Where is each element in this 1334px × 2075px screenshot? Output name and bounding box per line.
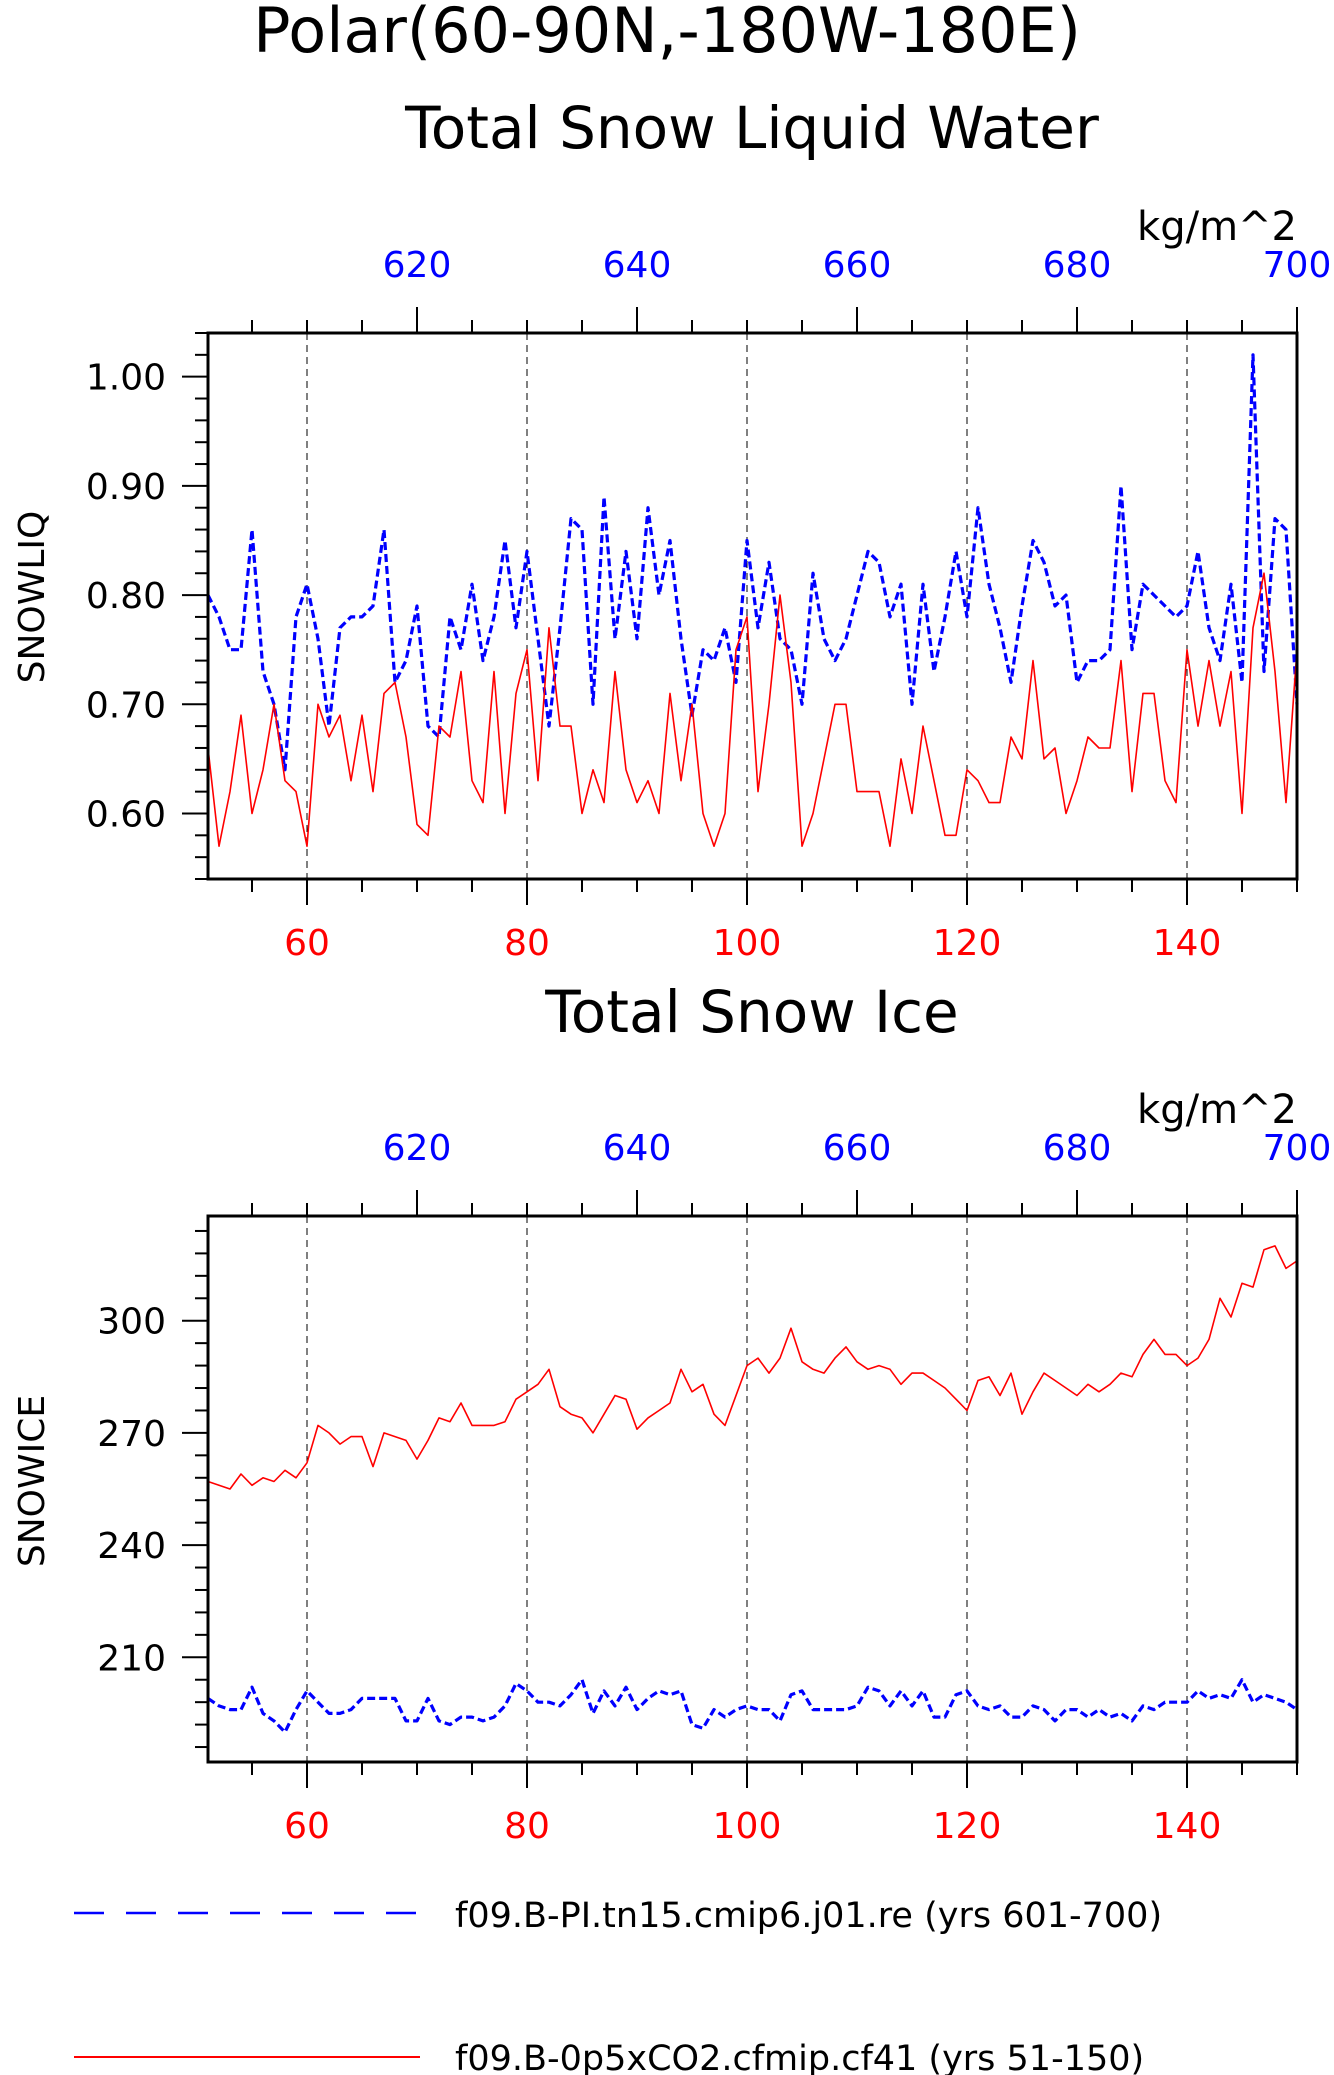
- top-axis-tick-labels: 620 640 660 680 700: [383, 1128, 1332, 1169]
- bottom-tick-label: 100: [713, 1806, 782, 1847]
- top-tick-label: 680: [1043, 1128, 1112, 1169]
- legend-label: f09.B-0p5xCO2.cfmip.cf41 (yrs 51-150): [455, 2039, 1144, 2075]
- bottom-tick-label: 80: [504, 1806, 550, 1847]
- bottom-tick-label: 60: [284, 923, 330, 964]
- series-lines: [207, 1245, 1298, 1734]
- series-line-blue-dashed: [206, 353, 1299, 772]
- y-tick-label: 0.80: [86, 576, 166, 617]
- top-axis-units: kg/m^2: [1137, 204, 1297, 250]
- legend-label: f09.B-PI.tn15.cmip6.j01.re (yrs 601-700): [455, 1896, 1162, 1936]
- top-tick-label: 660: [823, 1128, 892, 1169]
- snowice-panel: Total Snow Ice kg/m^2 SNOWICE 210 240 270 3…: [12, 978, 1331, 1847]
- top-tick-label: 680: [1043, 245, 1112, 286]
- figure-title: Polar(60-90N,-180W-180E): [253, 0, 1081, 67]
- top-tick-label: 640: [603, 1128, 672, 1169]
- top-axis-tick-labels: 620 640 660 680 700: [383, 245, 1332, 286]
- y-tick-label: 240: [97, 1526, 166, 1567]
- plot-frame: [206, 331, 1299, 881]
- vertical-gridlines: [306, 333, 1188, 879]
- bottom-tick-label: 120: [933, 923, 1002, 964]
- legend: f09.B-PI.tn15.cmip6.j01.re (yrs 601-700)…: [74, 1896, 1162, 2075]
- y-tick-labels: 0.60 0.70 0.80 0.90 1.00: [86, 358, 166, 836]
- series-lines: [206, 353, 1299, 848]
- y-tick-labels: 210 240 270 300: [97, 1302, 166, 1680]
- snowliq-panel: Total Snow Liquid Water kg/m^2 SNOWLIQ 0…: [12, 94, 1331, 964]
- vertical-gridlines: [306, 1216, 1188, 1762]
- bottom-tick-label: 140: [1153, 923, 1222, 964]
- top-tick-label: 620: [383, 245, 452, 286]
- bottom-tick-label: 80: [504, 923, 550, 964]
- y-tick-label: 210: [97, 1638, 166, 1679]
- panel-title: Total Snow Ice: [544, 978, 959, 1046]
- bottom-tick-label: 100: [713, 923, 782, 964]
- top-axis-units: kg/m^2: [1137, 1087, 1297, 1133]
- y-axis-label: SNOWLIQ: [12, 511, 53, 684]
- series-line-red-solid: [207, 1245, 1298, 1490]
- y-tick-label: 300: [97, 1302, 166, 1343]
- y-tick-label: 0.70: [86, 685, 166, 726]
- top-tick-label: 660: [823, 245, 892, 286]
- bottom-tick-label: 140: [1153, 1806, 1222, 1847]
- axis-ticks: [182, 1190, 1298, 1788]
- plot-frame: [206, 1214, 1299, 1764]
- series-line-red-solid: [207, 572, 1298, 848]
- bottom-axis-tick-labels: 60 80 100 120 140: [284, 923, 1221, 964]
- bottom-tick-label: 120: [933, 1806, 1002, 1847]
- series-line-blue-dashed: [207, 1678, 1298, 1734]
- bottom-tick-label: 60: [284, 1806, 330, 1847]
- top-tick-label: 700: [1263, 245, 1332, 286]
- top-tick-label: 700: [1263, 1128, 1332, 1169]
- top-tick-label: 620: [383, 1128, 452, 1169]
- legend-item-red: f09.B-0p5xCO2.cfmip.cf41 (yrs 51-150): [74, 2039, 1144, 2075]
- y-tick-label: 0.60: [86, 794, 166, 835]
- y-tick-label: 0.90: [86, 467, 166, 508]
- panel-title: Total Snow Liquid Water: [404, 94, 1099, 162]
- axis-ticks: [182, 307, 1298, 905]
- bottom-axis-tick-labels: 60 80 100 120 140: [284, 1806, 1221, 1847]
- top-tick-label: 640: [603, 245, 672, 286]
- y-tick-label: 270: [97, 1414, 166, 1455]
- y-axis-label: SNOWICE: [12, 1395, 53, 1567]
- y-tick-label: 1.00: [86, 358, 166, 399]
- legend-item-blue: f09.B-PI.tn15.cmip6.j01.re (yrs 601-700): [74, 1896, 1162, 1936]
